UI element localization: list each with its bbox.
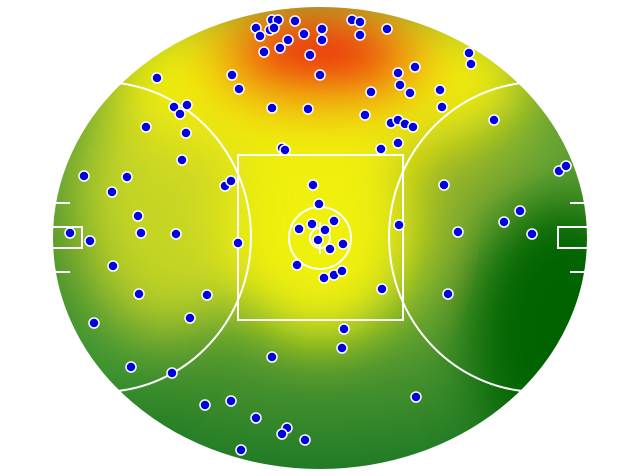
- point: [258, 46, 270, 58]
- field-lines: [51, 5, 589, 471]
- point: [279, 144, 291, 156]
- point: [463, 47, 475, 59]
- point: [84, 235, 96, 247]
- point: [526, 228, 538, 240]
- point: [365, 86, 377, 98]
- point: [299, 434, 311, 446]
- point: [336, 342, 348, 354]
- point: [266, 102, 278, 114]
- point: [392, 67, 404, 79]
- point: [394, 79, 406, 91]
- point: [312, 234, 324, 246]
- point: [291, 259, 303, 271]
- point: [78, 170, 90, 182]
- point: [359, 109, 371, 121]
- point: [338, 323, 350, 335]
- point: [106, 186, 118, 198]
- point: [268, 22, 280, 34]
- point: [375, 143, 387, 155]
- point: [404, 87, 416, 99]
- point: [442, 288, 454, 300]
- point: [560, 160, 572, 172]
- point: [166, 367, 178, 379]
- point: [282, 34, 294, 46]
- point: [176, 154, 188, 166]
- point: [324, 243, 336, 255]
- point: [180, 127, 192, 139]
- point: [436, 101, 448, 113]
- point: [88, 317, 100, 329]
- point: [276, 428, 288, 440]
- point: [410, 391, 422, 403]
- point: [393, 219, 405, 231]
- point: [289, 15, 301, 27]
- point: [184, 312, 196, 324]
- point: [465, 58, 477, 70]
- point: [235, 444, 247, 456]
- points: [64, 14, 572, 456]
- point: [302, 103, 314, 115]
- point: [174, 108, 186, 120]
- point: [307, 179, 319, 191]
- point: [170, 228, 182, 240]
- point: [133, 288, 145, 300]
- point: [266, 351, 278, 363]
- point: [336, 265, 348, 277]
- point: [304, 49, 316, 61]
- point: [225, 395, 237, 407]
- point: [274, 42, 286, 54]
- point: [316, 34, 328, 46]
- point: [140, 121, 152, 133]
- point: [434, 84, 446, 96]
- point: [376, 283, 388, 295]
- point: [125, 361, 137, 373]
- point: [226, 69, 238, 81]
- point: [354, 16, 366, 28]
- point: [121, 171, 133, 183]
- point: [314, 69, 326, 81]
- point: [181, 99, 193, 111]
- point: [233, 83, 245, 95]
- point: [328, 215, 340, 227]
- point: [306, 218, 318, 230]
- point: [298, 28, 310, 40]
- point: [381, 23, 393, 35]
- point: [319, 224, 331, 236]
- point: [409, 61, 421, 73]
- point: [199, 399, 211, 411]
- point: [293, 223, 305, 235]
- point: [498, 216, 510, 228]
- point: [201, 289, 213, 301]
- point: [313, 198, 325, 210]
- point: [225, 175, 237, 187]
- point: [318, 272, 330, 284]
- point: [135, 227, 147, 239]
- point: [132, 210, 144, 222]
- point: [337, 238, 349, 250]
- point: [514, 205, 526, 217]
- point: [107, 260, 119, 272]
- point: [488, 114, 500, 126]
- point: [151, 72, 163, 84]
- point: [64, 227, 76, 239]
- point: [392, 137, 404, 149]
- point: [316, 23, 328, 35]
- point: [438, 179, 450, 191]
- point: [250, 412, 262, 424]
- point: [354, 29, 366, 41]
- point: [254, 30, 266, 42]
- point: [407, 121, 419, 133]
- point: [452, 226, 464, 238]
- point: [232, 237, 244, 249]
